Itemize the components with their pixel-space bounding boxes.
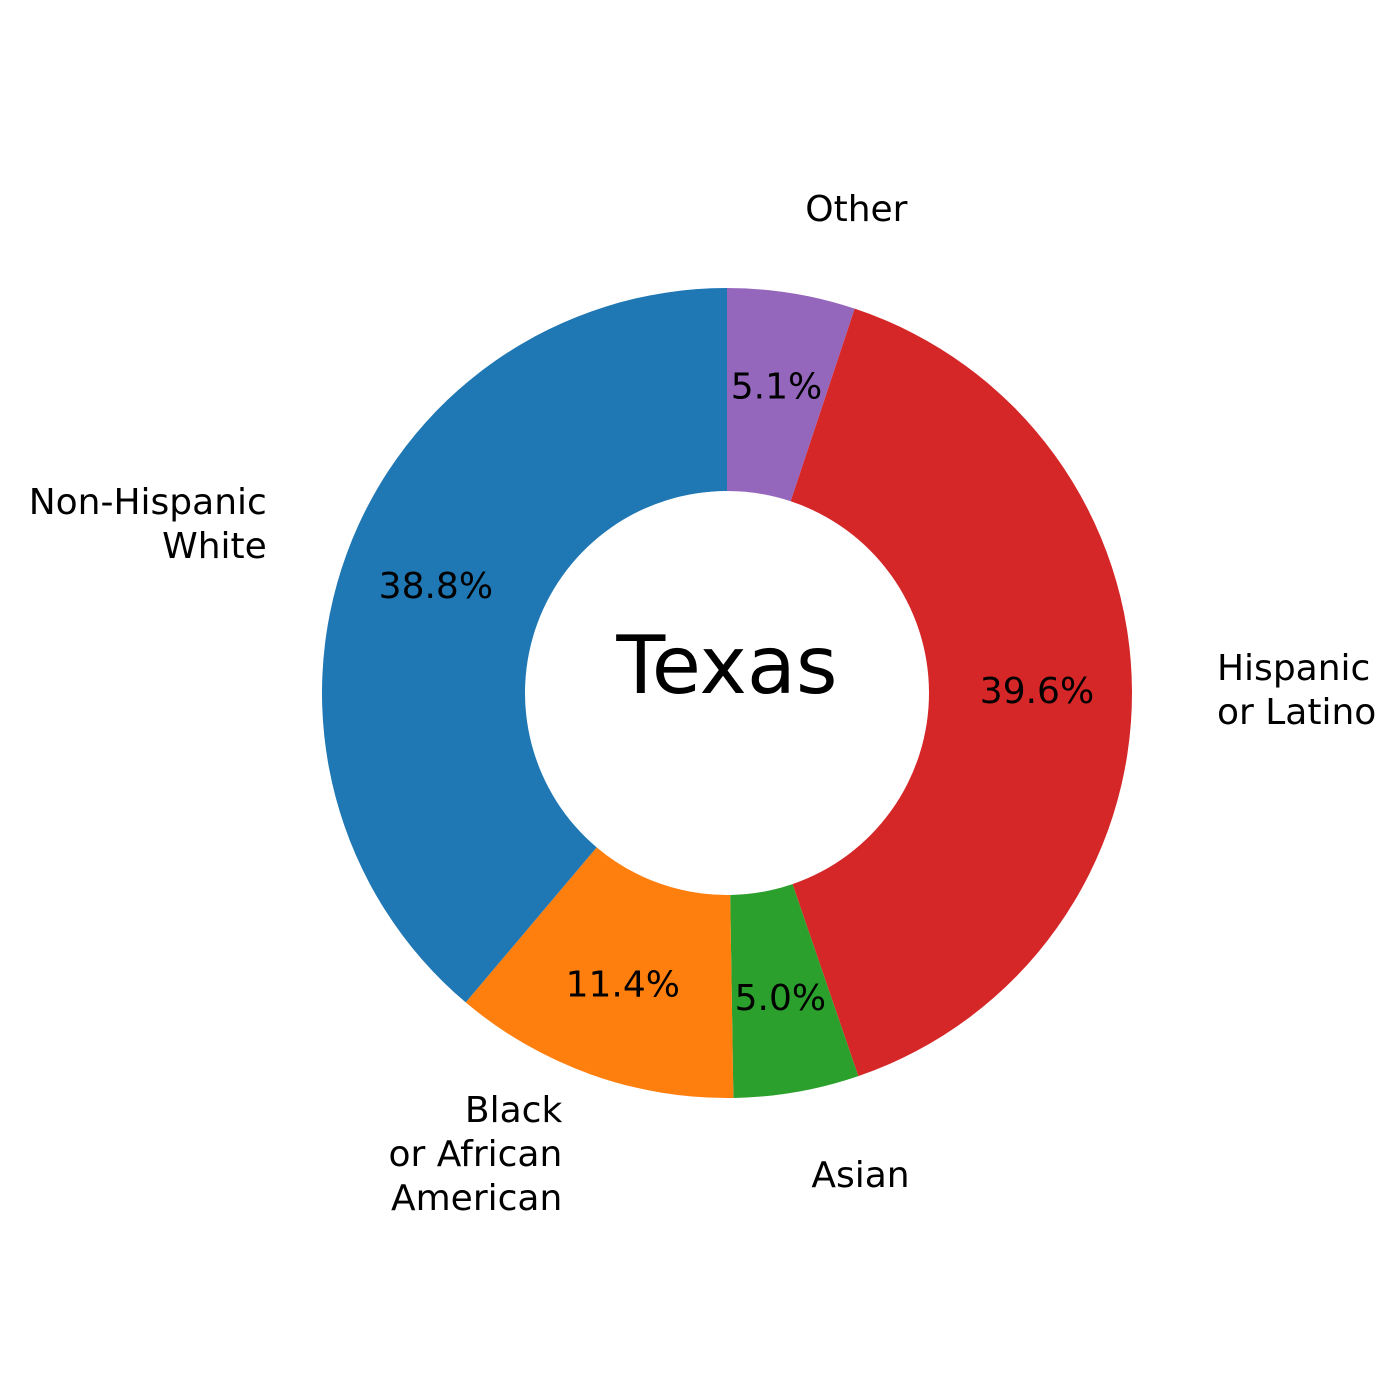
- percent-labels: 5.1% 39.6% 5.0% 11.4% 38.8%: [379, 366, 1095, 1018]
- category-label-line: or African: [389, 1134, 563, 1175]
- category-label-black-or-african-american: Black or African American: [389, 1090, 563, 1219]
- category-label-line: or Latino: [1217, 692, 1376, 733]
- percent-label-non-hispanic-white: 38.8%: [379, 566, 493, 607]
- percent-label-black-or-african-american: 11.4%: [566, 964, 680, 1005]
- category-label-line: Asian: [811, 1155, 909, 1196]
- category-label-line: American: [391, 1178, 562, 1219]
- category-label-line: White: [162, 526, 267, 567]
- percent-label-other: 5.1%: [731, 366, 822, 407]
- slice-hispanic-or-latino: [790, 308, 1132, 1077]
- slices: [321, 287, 1132, 1098]
- percent-label-hispanic-or-latino: 39.6%: [980, 671, 1094, 712]
- category-labels: Other Hispanic or Latino Asian Black or Afric…: [29, 189, 1377, 1219]
- category-label-line: Non-Hispanic: [29, 482, 267, 523]
- slice-non-hispanic-white: [321, 287, 727, 1003]
- category-label-line: Hispanic: [1217, 648, 1370, 689]
- slice-black-or-african-american: [465, 847, 734, 1098]
- percent-label-asian: 5.0%: [735, 978, 826, 1019]
- chart-title: Texas: [615, 619, 837, 712]
- category-label-non-hispanic-white: Non-Hispanic White: [29, 482, 267, 567]
- category-label-line: Black: [465, 1090, 563, 1131]
- category-label-hispanic-or-latino: Hispanic or Latino: [1217, 648, 1376, 733]
- category-label-other: Other: [805, 189, 907, 230]
- category-label-asian: Asian: [811, 1155, 909, 1196]
- slice-other: [727, 288, 855, 502]
- slice-asian: [730, 884, 859, 1098]
- category-label-line: Other: [805, 189, 907, 230]
